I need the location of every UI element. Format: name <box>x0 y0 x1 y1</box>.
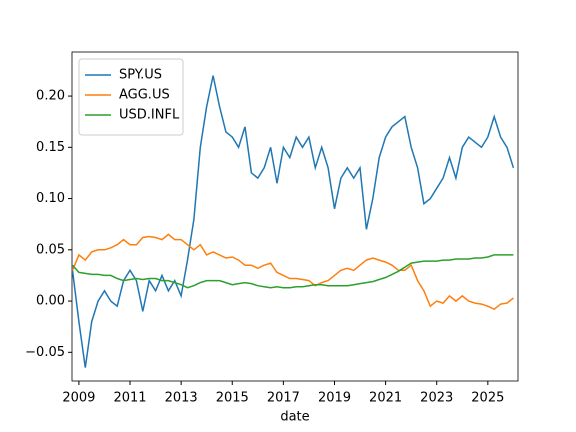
x-tick-label: 2017 <box>267 391 300 406</box>
y-tick-label: 0.05 <box>36 242 65 257</box>
y-tick-label: 0.15 <box>36 140 65 155</box>
x-tick-label: 2021 <box>369 391 402 406</box>
y-tick-label: 0.10 <box>36 191 65 206</box>
x-tick-label: 2009 <box>62 391 95 406</box>
y-tick-label: 0.20 <box>36 89 65 104</box>
x-tick-label: 2011 <box>113 391 146 406</box>
x-tick-label: 2019 <box>318 391 351 406</box>
y-tick-label: 0.00 <box>36 294 65 309</box>
legend-label: USD.INFL <box>119 108 180 123</box>
plot-frame <box>71 51 519 382</box>
x-axis-label: date <box>280 410 309 425</box>
x-tick-label: 2025 <box>471 391 504 406</box>
series-line <box>71 75 515 368</box>
y-tick-label: −0.05 <box>25 345 65 360</box>
x-tick-label: 2015 <box>216 391 249 406</box>
x-tick-label: 2013 <box>165 391 198 406</box>
legend-label: SPY.US <box>119 68 162 83</box>
series-line <box>71 254 514 289</box>
legend-label: AGG.US <box>119 88 170 103</box>
x-tick-label: 2023 <box>420 391 453 406</box>
legend-box <box>78 58 184 136</box>
series-line <box>71 233 514 311</box>
